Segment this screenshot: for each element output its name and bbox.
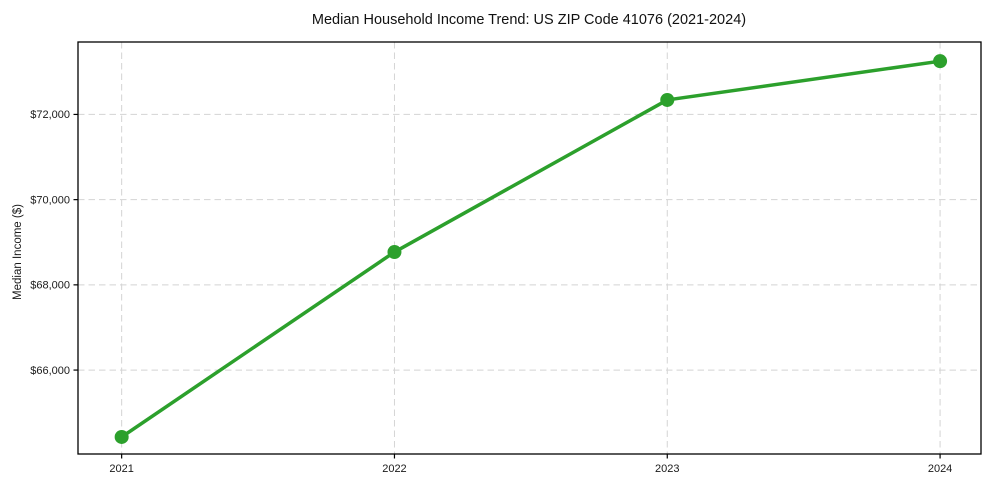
- x-tick-label: 2023: [655, 463, 679, 475]
- data-point-2023: [660, 92, 675, 107]
- line-series: [119, 59, 942, 439]
- x-tick-label: 2021: [109, 463, 133, 475]
- data-point-2022: [387, 245, 402, 260]
- y-tick-label: $68,000: [30, 280, 70, 292]
- data-point-2021: [114, 429, 129, 444]
- plot-frame: [77, 41, 982, 455]
- y-tick-label: $66,000: [30, 365, 70, 377]
- y-tick-label: $72,000: [30, 109, 70, 121]
- chart-title: Median Household Income Trend: US ZIP Co…: [312, 12, 746, 28]
- y-axis-label: Median Income ($): [12, 204, 24, 300]
- y-tick-label: $70,000: [30, 194, 70, 206]
- x-tick-label: 2024: [928, 463, 952, 475]
- x-tick-label: 2022: [382, 463, 406, 475]
- data-point-2024: [933, 54, 948, 69]
